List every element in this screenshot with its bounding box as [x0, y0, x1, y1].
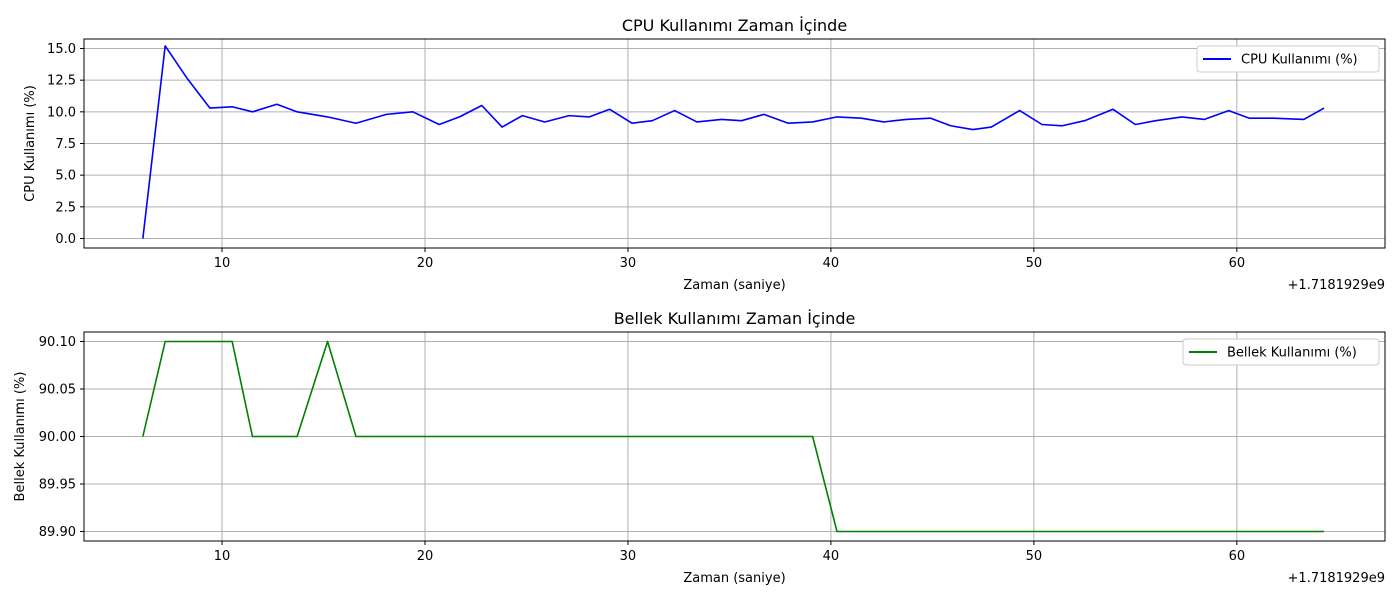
y-tick-label: 90.10	[39, 335, 76, 350]
chart-title: CPU Kullanımı Zaman İçinde	[622, 16, 847, 35]
x-axis-label: Zaman (saniye)	[683, 571, 785, 586]
x-tick-label: 50	[1026, 256, 1043, 271]
x-tick-label: 30	[620, 549, 637, 564]
y-tick-label: 89.95	[39, 478, 76, 493]
legend: CPU Kullanımı (%)	[1196, 45, 1380, 73]
y-tick-label: 89.90	[39, 525, 76, 540]
x-axis-label: Zaman (saniye)	[683, 278, 785, 293]
legend-label: CPU Kullanımı (%)	[1241, 53, 1358, 68]
x-tick-label: 60	[1229, 549, 1246, 564]
chart-panel-2: 10 20 30 40 50 60 89.90 89.95 90.00 90.05 90.10 Bel…	[13, 309, 1386, 586]
y-tick-label: 7.5	[55, 137, 76, 152]
y-tick-label: 0.0	[55, 232, 76, 247]
legend: Bellek Kullanımı (%)	[1182, 338, 1380, 366]
chart-panel-1: 10 20 30 40 50 60 0.0 2.5 5.0 7.5 10.0 12.5 15.0 CPU …	[23, 16, 1386, 293]
y-tick-label: 2.5	[55, 200, 76, 215]
x-tick-label: 30	[620, 256, 637, 271]
x-tick-label: 20	[417, 256, 434, 271]
x-tick-label: 40	[823, 256, 840, 271]
y-tick-label: 5.0	[55, 169, 76, 184]
legend-box	[1196, 45, 1380, 73]
series-line	[142, 45, 1325, 239]
x-offset-label: +1.7181929e9	[1288, 278, 1385, 293]
x-offset-label: +1.7181929e9	[1288, 571, 1385, 586]
y-tick-label: 90.00	[39, 430, 76, 445]
y-tick-label: 15.0	[47, 42, 76, 57]
y-tick-label: 10.0	[47, 105, 76, 120]
y-axis-label: CPU Kullanımı (%)	[23, 85, 38, 202]
legend-box	[1182, 338, 1380, 366]
chart-title: Bellek Kullanımı Zaman İçinde	[614, 309, 856, 328]
x-tick-label: 10	[214, 256, 231, 271]
x-tick-label: 20	[417, 549, 434, 564]
x-tick-label: 60	[1229, 256, 1246, 271]
y-tick-label: 90.05	[39, 383, 76, 398]
x-tick-label: 10	[214, 549, 231, 564]
legend-label: Bellek Kullanımı (%)	[1227, 346, 1357, 361]
y-axis-label: Bellek Kullanımı (%)	[13, 372, 28, 502]
x-tick-label: 50	[1026, 549, 1043, 564]
y-tick-label: 12.5	[47, 74, 76, 89]
x-tick-label: 40	[823, 549, 840, 564]
series-line	[142, 340, 1325, 533]
